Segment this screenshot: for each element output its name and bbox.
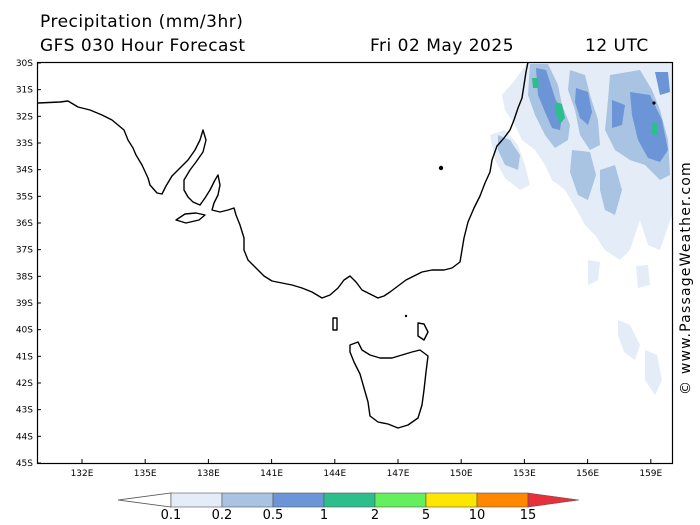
colorbar-label: 5 — [422, 508, 430, 523]
tasmania-coastline — [349, 341, 429, 429]
forecast-subtitle: GFS 030 Hour Forecast — [40, 36, 246, 56]
colorbar-label: 15 — [520, 508, 537, 523]
colorbar-swatch — [323, 492, 376, 508]
small-island — [404, 314, 408, 318]
lat-label: 34S — [16, 166, 33, 176]
precip-area-heavy — [555, 102, 565, 124]
lon-label: 147E — [387, 469, 410, 479]
lat-label: 35S — [16, 192, 33, 202]
colorbar-low-arrow — [117, 492, 172, 508]
lord-howe-island — [438, 165, 444, 171]
latitude-axis: 30S 31S 32S 33S 34S 35S 36S 37S 38S 39S 40S 41S 42S 4… — [16, 59, 41, 469]
lat-label: 33S — [16, 139, 33, 149]
flinders-island-coastline — [417, 322, 429, 341]
lat-label: 39S — [16, 299, 33, 309]
lat-label: 45S — [16, 459, 33, 469]
lat-label: 30S — [16, 59, 33, 69]
precip-area-lightest — [636, 265, 650, 288]
coastline-layer — [37, 61, 529, 429]
forecast-date: Fri 02 May 2025 — [370, 36, 515, 56]
precip-area-moderate — [536, 68, 562, 130]
precip-area-light — [498, 135, 520, 170]
lat-label: 38S — [16, 272, 33, 282]
precip-area-lightest — [618, 320, 640, 360]
precip-area-lightest — [645, 350, 662, 395]
colorbar: 0.1 0.2 0.5 1 2 5 10 15 — [117, 492, 580, 523]
lat-label: 40S — [16, 326, 33, 336]
precip-area-moderate — [630, 92, 668, 162]
precip-area-light — [570, 150, 596, 200]
lat-label: 43S — [16, 406, 33, 416]
colorbar-label: 0.1 — [161, 508, 182, 523]
colorbar-label: 0.5 — [263, 508, 284, 523]
precip-area-heavy — [652, 122, 657, 136]
lat-label: 32S — [16, 112, 33, 122]
precip-area-lightest — [588, 260, 600, 285]
map-frame — [36, 61, 674, 465]
mainland-coastline — [37, 61, 529, 299]
lon-label: 156E — [576, 469, 599, 479]
lon-label: 141E — [260, 469, 283, 479]
colorbar-high-arrow — [527, 492, 580, 508]
precip-area-heavy — [532, 78, 539, 88]
map-title-text: Precipitation (mm/3hr) — [40, 12, 244, 32]
lat-label: 42S — [16, 379, 33, 389]
lat-label: 37S — [16, 246, 33, 256]
lon-label: 135E — [134, 469, 157, 479]
colorbar-label: 10 — [469, 508, 486, 523]
colorbar-swatch — [221, 492, 274, 508]
colorbar-swatch — [170, 492, 223, 508]
precipitation-layer — [490, 62, 672, 395]
lon-label: 150E — [450, 469, 473, 479]
lat-label: 41S — [16, 352, 33, 362]
colorbar-label: 1 — [320, 508, 328, 523]
colorbar-swatch — [374, 492, 427, 508]
lon-label: 144E — [323, 469, 346, 479]
colorbar-label: 0.2 — [212, 508, 233, 523]
lon-label: 159E — [639, 469, 662, 479]
colorbar-swatch — [272, 492, 325, 508]
precip-area-moderate — [655, 72, 670, 95]
lat-label: 44S — [16, 432, 33, 442]
king-island-coastline — [332, 317, 338, 331]
lon-label: 153E — [513, 469, 536, 479]
lon-label: 138E — [197, 469, 220, 479]
colorbar-label: 2 — [371, 508, 379, 523]
lon-label: 132E — [71, 469, 94, 479]
precip-area-moderate — [575, 88, 592, 125]
colorbar-swatch — [476, 492, 529, 508]
norfolk-island — [652, 101, 656, 105]
precip-area-light — [600, 165, 622, 215]
lat-label: 36S — [16, 219, 33, 229]
longitude-axis: 132E 135E 138E 141E 144E 147E 150E 153E 156E 159E — [71, 459, 663, 479]
kangaroo-island-coastline — [175, 212, 206, 224]
forecast-time: 12 UTC — [585, 36, 649, 56]
precip-area-moderate — [612, 100, 625, 128]
colorbar-swatch — [425, 492, 478, 508]
lat-label: 31S — [16, 86, 33, 96]
credit-text: © www.PassageWeather.com — [678, 161, 694, 395]
